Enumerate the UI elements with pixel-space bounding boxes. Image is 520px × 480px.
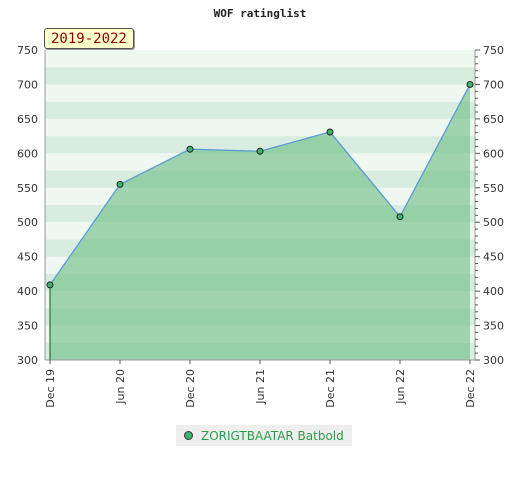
y-tick-label-right: 700 — [483, 78, 504, 91]
grid-band — [45, 50, 475, 68]
y-tick-label-left: 450 — [17, 251, 38, 264]
data-point — [116, 180, 124, 188]
axes: 300 300 350 350 400 400 450 450 500 500 550 550 600 6… — [17, 44, 504, 408]
data-point — [396, 213, 404, 221]
y-tick-label-right: 400 — [483, 285, 504, 298]
y-tick-label-left: 300 — [17, 354, 38, 367]
grid-band — [45, 67, 475, 85]
data-point — [46, 281, 54, 289]
y-tick-label-left: 650 — [17, 113, 38, 126]
data-point — [256, 147, 264, 155]
y-tick-label-right: 500 — [483, 216, 504, 229]
legend-marker-icon — [184, 431, 193, 440]
x-tick-label: Jun 22 — [394, 369, 407, 405]
data-point — [466, 80, 474, 88]
y-tick-label-left: 750 — [17, 44, 38, 57]
y-tick-label-left: 500 — [17, 216, 38, 229]
data-point — [326, 128, 334, 136]
legend[interactable]: ZORIGTBAATAR Batbold — [176, 425, 352, 446]
y-tick-label-left: 700 — [17, 78, 38, 91]
y-tick-label-left: 350 — [17, 320, 38, 333]
area-layer — [50, 84, 470, 360]
grid-band — [45, 84, 475, 102]
x-tick-label: Dec 21 — [324, 369, 337, 408]
y-tick-label-right: 650 — [483, 113, 504, 126]
x-tick-label: Dec 19 — [44, 369, 57, 408]
y-tick-label-right: 350 — [483, 320, 504, 333]
grid-band — [45, 136, 475, 154]
chart-title: WOF ratinglist — [214, 7, 307, 20]
y-tick-label-right: 300 — [483, 354, 504, 367]
x-tick-label: Dec 20 — [184, 369, 197, 408]
y-tick-label-right: 750 — [483, 44, 504, 57]
x-tick-label: Jun 21 — [254, 369, 267, 405]
series-area — [50, 84, 470, 360]
y-tick-label-right: 450 — [483, 251, 504, 264]
y-tick-label-left: 400 — [17, 285, 38, 298]
y-tick-label-left: 550 — [17, 182, 38, 195]
period-label: 2019-2022 — [44, 28, 134, 49]
x-tick-label: Dec 22 — [464, 369, 477, 408]
x-tick-label: Jun 20 — [114, 369, 127, 405]
grid-band — [45, 101, 475, 119]
data-point — [186, 145, 194, 153]
y-tick-label-right: 550 — [483, 182, 504, 195]
legend-series-name: ZORIGTBAATAR Batbold — [201, 428, 344, 443]
data-marks — [46, 80, 474, 360]
y-tick-label-left: 600 — [17, 147, 38, 160]
grid-band — [45, 118, 475, 137]
y-tick-label-right: 600 — [483, 147, 504, 160]
